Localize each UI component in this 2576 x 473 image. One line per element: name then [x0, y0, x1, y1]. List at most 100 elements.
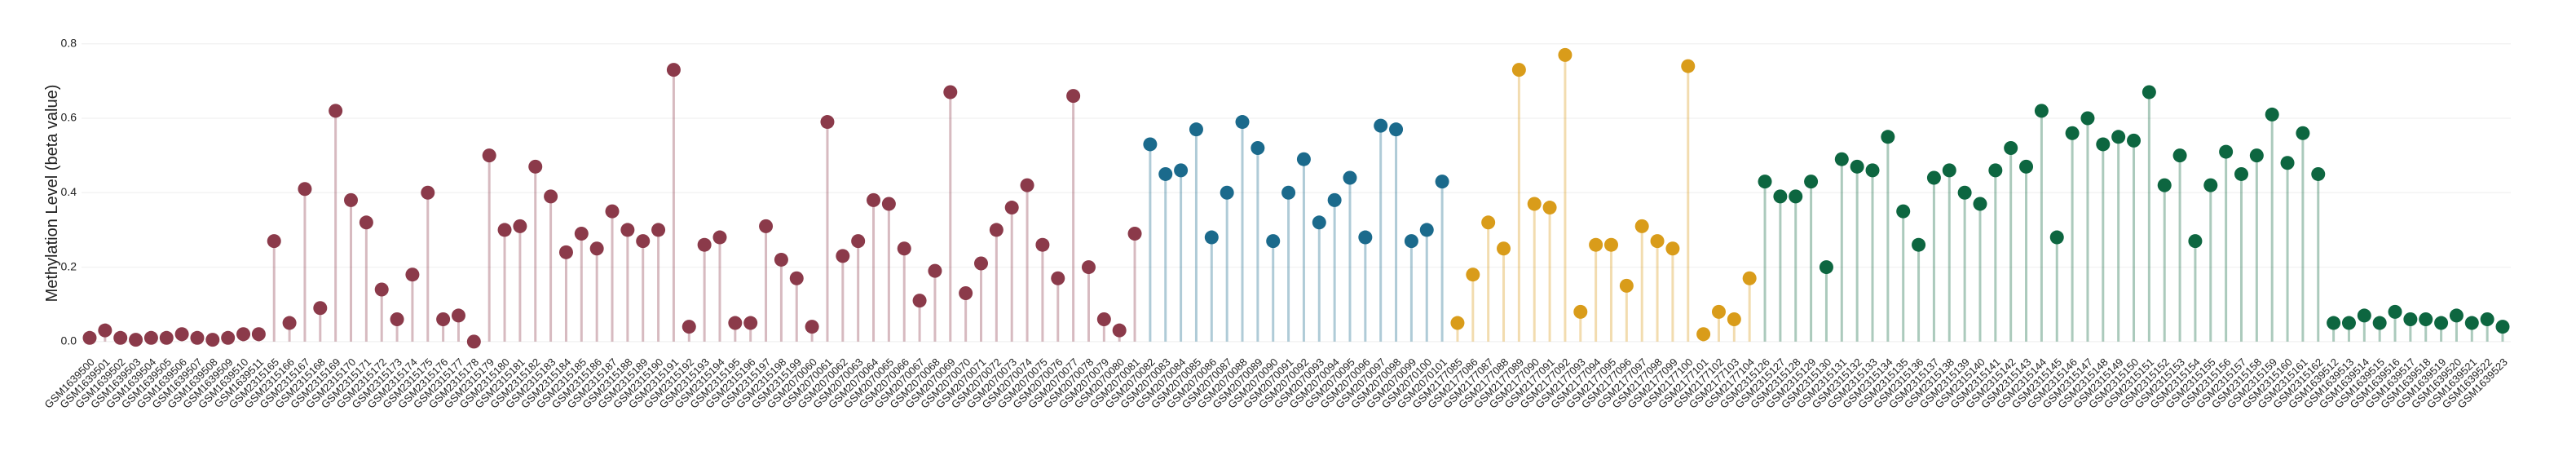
point	[2127, 133, 2142, 148]
point	[466, 334, 481, 349]
point	[1527, 197, 1542, 211]
point	[1988, 163, 2003, 178]
point	[1343, 170, 1357, 185]
point	[1973, 197, 1987, 211]
point	[805, 320, 819, 334]
point	[405, 267, 420, 282]
point	[2188, 234, 2203, 249]
point	[2019, 159, 2034, 174]
point	[1004, 201, 1019, 215]
point	[1681, 59, 1696, 73]
point	[282, 316, 297, 330]
point	[1727, 312, 1741, 326]
point	[497, 223, 512, 237]
point	[1804, 175, 1819, 189]
point	[928, 263, 942, 278]
point	[1035, 237, 1050, 252]
point	[1066, 89, 1081, 104]
point	[974, 256, 989, 271]
y-tick-label: 0.4	[61, 185, 77, 198]
point	[943, 85, 958, 99]
point	[2357, 308, 2371, 323]
point	[2111, 130, 2126, 144]
point	[1389, 122, 1404, 137]
point	[82, 330, 97, 345]
point	[789, 271, 804, 285]
point	[2341, 316, 2356, 330]
point	[421, 185, 435, 200]
y-axis-label: Methylation Level (beta value)	[43, 85, 61, 303]
point	[2280, 156, 2295, 170]
point	[2464, 316, 2479, 330]
point	[636, 234, 651, 249]
point	[1789, 189, 1803, 204]
point	[129, 333, 143, 347]
point	[2034, 104, 2049, 118]
point	[2495, 320, 2510, 334]
y-tick-label: 0.0	[61, 334, 77, 347]
point	[1296, 152, 1311, 166]
point	[1758, 175, 1772, 189]
point	[681, 320, 696, 334]
point	[836, 249, 850, 263]
point	[1281, 185, 1296, 200]
point	[1312, 215, 1326, 230]
point	[912, 294, 927, 308]
y-tick-label: 0.8	[61, 36, 77, 49]
point	[1819, 260, 1833, 275]
point	[1912, 237, 1926, 252]
point	[143, 330, 158, 345]
point	[1220, 185, 1234, 200]
point	[190, 330, 205, 345]
point	[2203, 178, 2218, 192]
point	[2065, 126, 2080, 140]
point	[1665, 241, 1680, 256]
point	[1589, 237, 1603, 252]
point	[2004, 141, 2018, 156]
point	[1327, 192, 1342, 207]
point	[1865, 163, 1880, 178]
point	[1742, 271, 1757, 285]
point	[820, 115, 835, 130]
point	[2265, 107, 2279, 122]
point	[2403, 312, 2418, 326]
point	[1235, 115, 1250, 130]
point	[1051, 271, 1065, 285]
point	[1204, 230, 1219, 245]
point	[1881, 130, 1895, 144]
point	[344, 192, 359, 207]
point	[959, 286, 973, 301]
point	[728, 316, 743, 330]
point	[2096, 137, 2111, 152]
point	[1466, 267, 1480, 282]
point	[544, 189, 558, 204]
point	[1603, 237, 1618, 252]
point	[1081, 260, 1096, 275]
point	[1266, 234, 1281, 249]
point	[513, 219, 527, 233]
point	[867, 192, 881, 207]
point	[267, 234, 281, 249]
point	[605, 204, 620, 219]
point	[2172, 148, 2187, 163]
point	[2234, 166, 2248, 181]
point	[651, 223, 666, 237]
point	[1711, 304, 1726, 319]
point	[1957, 185, 1972, 200]
point	[1696, 327, 1711, 342]
point	[436, 312, 451, 326]
point	[390, 312, 404, 326]
point	[1127, 226, 1142, 241]
point	[1650, 234, 1665, 249]
point	[251, 327, 266, 342]
point	[1435, 175, 1449, 189]
point	[1158, 166, 1173, 181]
point	[2080, 111, 2095, 126]
point	[1942, 163, 1956, 178]
point	[1558, 47, 1573, 62]
point	[1374, 118, 1388, 133]
point	[1404, 234, 1418, 249]
point	[1634, 219, 1649, 233]
point	[1096, 312, 1111, 326]
point	[774, 252, 788, 267]
